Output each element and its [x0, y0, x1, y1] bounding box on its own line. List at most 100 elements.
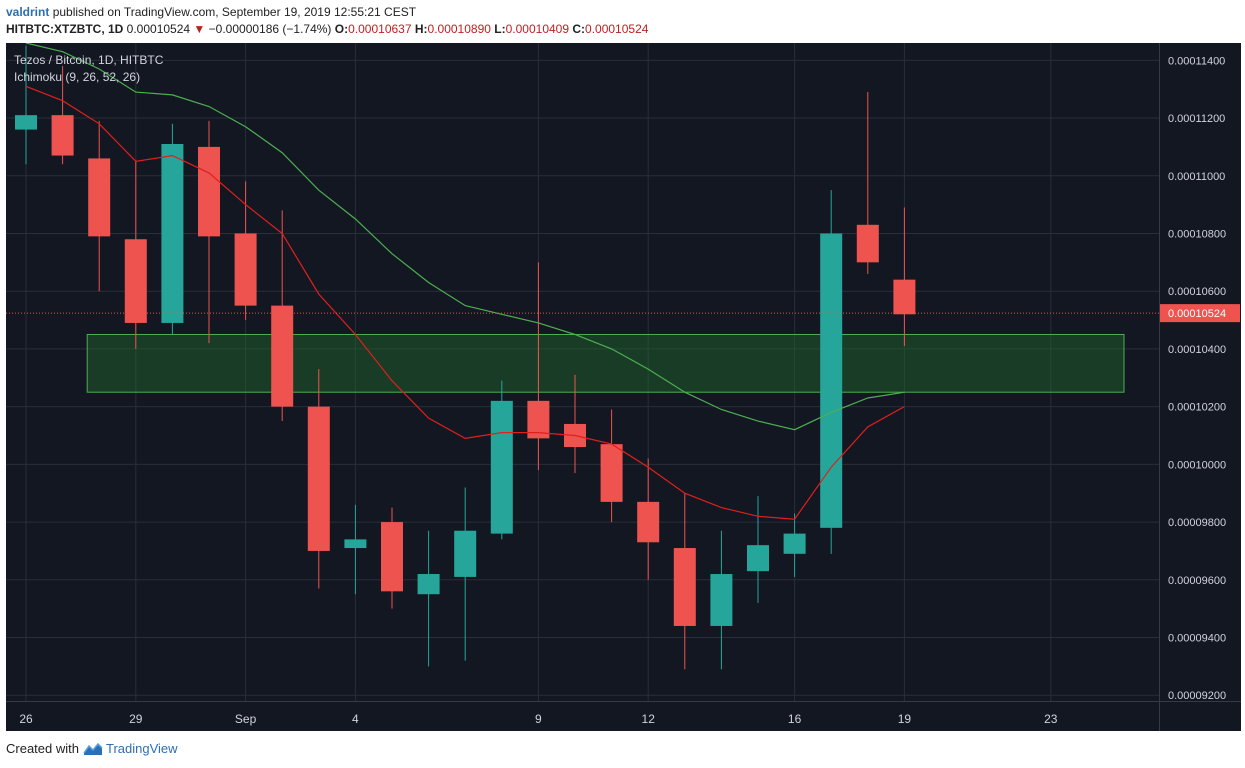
- price-change: −0.00000186 (−1.74%): [208, 22, 332, 36]
- candle: [820, 190, 843, 554]
- y-tick-label: 0.00010800: [1168, 228, 1226, 240]
- last-price: 0.00010524: [126, 22, 191, 36]
- tradingview-link[interactable]: TradingView: [105, 741, 178, 756]
- support-zone-layer: [86, 333, 1125, 393]
- candle-body: [527, 400, 550, 439]
- candle: [124, 161, 147, 349]
- y-tick-label: 0.00009200: [1168, 690, 1226, 702]
- candle-body: [856, 224, 879, 263]
- candlestick-chart[interactable]: 0.00010524 0.00009200 0.00009400 0.0000960…: [6, 42, 1241, 731]
- y-tick-label: 0.00010400: [1168, 344, 1226, 356]
- candle-body: [381, 522, 403, 592]
- down-arrow-icon: ▼: [193, 22, 206, 36]
- candle: [51, 66, 74, 165]
- candle: [893, 207, 916, 347]
- publish-line: valdrint published on TradingView.com, S…: [6, 5, 416, 19]
- y-tick-label: 0.00010200: [1168, 402, 1226, 414]
- chart-title: Tezos / Bitcoin, 1D, HITBTC: [14, 53, 164, 67]
- open-label: O:: [334, 22, 349, 36]
- candle-body: [600, 444, 623, 502]
- kijun-sen-line: [25, 42, 905, 431]
- candle-body: [124, 239, 147, 323]
- chart-area[interactable]: 0.00010524 0.00009200 0.00009400 0.0000960…: [6, 42, 1241, 731]
- candle-body: [820, 233, 843, 528]
- candle: [637, 458, 660, 580]
- candle: [490, 380, 513, 540]
- candle: [15, 45, 37, 165]
- low-value: 0.00010409: [505, 22, 570, 36]
- x-tick-label: 26: [19, 712, 33, 726]
- indicator-label: Ichimoku (9, 26, 52, 26): [14, 70, 140, 84]
- y-tick-label: 0.00009600: [1168, 575, 1226, 587]
- last-price-layer: 0.00010524: [6, 304, 1240, 323]
- y-tick-label: 0.00011000: [1168, 171, 1225, 183]
- y-tick-label: 0.00010000: [1168, 459, 1226, 471]
- tenkan-sen-line: [25, 85, 905, 520]
- x-tick-label: 12: [642, 712, 656, 726]
- candle-body: [637, 501, 660, 543]
- grid-lines: [6, 43, 1241, 731]
- symbol-label: HITBTC:XTZBTC, 1D: [6, 22, 124, 36]
- candle: [600, 409, 623, 523]
- candle: [454, 487, 477, 661]
- x-tick-labels: 26 29 Sep 4 9 12 16 19 23: [19, 712, 1057, 726]
- candle: [344, 504, 367, 595]
- x-tick-label: 23: [1044, 712, 1058, 726]
- candle: [783, 513, 806, 577]
- candle-body: [344, 539, 367, 549]
- candle: [381, 507, 403, 609]
- last-price-tag: [1160, 304, 1240, 323]
- candle-body: [161, 144, 184, 323]
- y-tick-label: 0.00009400: [1168, 633, 1226, 645]
- candles: [15, 45, 916, 670]
- candle: [710, 530, 733, 670]
- candle-body: [490, 400, 513, 534]
- high-value: 0.00010890: [427, 22, 491, 36]
- y-tick-label: 0.00011400: [1168, 55, 1225, 67]
- candle: [856, 92, 879, 274]
- close-label: C:: [572, 22, 586, 36]
- candle: [161, 123, 184, 335]
- candle-body: [710, 574, 733, 626]
- candle-body: [198, 146, 220, 237]
- candle: [88, 120, 111, 292]
- last-price-tag-label: 0.00010524: [1168, 308, 1226, 320]
- candle-body: [783, 533, 806, 554]
- candle: [747, 496, 769, 603]
- support-zone: [86, 333, 1125, 393]
- created-with-label: Created with: [6, 741, 79, 756]
- footer: Created with TradingView: [6, 741, 178, 756]
- publish-info: published on TradingView.com, September …: [52, 5, 417, 19]
- candle: [198, 120, 220, 344]
- candle-body: [88, 158, 111, 237]
- x-tick-label: 16: [788, 712, 802, 726]
- time-axis[interactable]: [6, 701, 1159, 731]
- x-tick-label: 19: [898, 712, 912, 726]
- candle: [673, 493, 696, 670]
- close-value: 0.00010524: [585, 22, 649, 36]
- author-link[interactable]: valdrint: [6, 5, 50, 19]
- high-label: H:: [414, 22, 428, 36]
- candle-body: [747, 545, 769, 572]
- candle: [527, 262, 550, 471]
- candle-body: [15, 115, 37, 130]
- low-label: L:: [494, 22, 506, 36]
- candle-body: [234, 233, 257, 306]
- candle-body: [51, 115, 74, 156]
- y-tick-label: 0.00010600: [1168, 286, 1226, 298]
- quote-line: HITBTC:XTZBTC, 1D 0.00010524 ▼ −0.000001…: [6, 22, 648, 36]
- x-tick-label: Sep: [235, 712, 257, 726]
- tradingview-logo-icon: [83, 742, 103, 755]
- candle-body: [454, 530, 477, 577]
- x-tick-label: 4: [352, 712, 359, 726]
- y-tick-label: 0.00011200: [1168, 113, 1225, 125]
- candle-body: [673, 548, 696, 626]
- candle-body: [893, 279, 916, 315]
- price-axis[interactable]: [1159, 43, 1241, 731]
- y-tick-labels: 0.00009200 0.00009400 0.00009600 0.00009800…: [1168, 55, 1226, 702]
- candle: [417, 530, 440, 667]
- y-tick-label: 0.00009800: [1168, 517, 1226, 529]
- open-value: 0.00010637: [348, 22, 412, 36]
- candle: [307, 369, 330, 589]
- x-tick-label: 29: [129, 712, 143, 726]
